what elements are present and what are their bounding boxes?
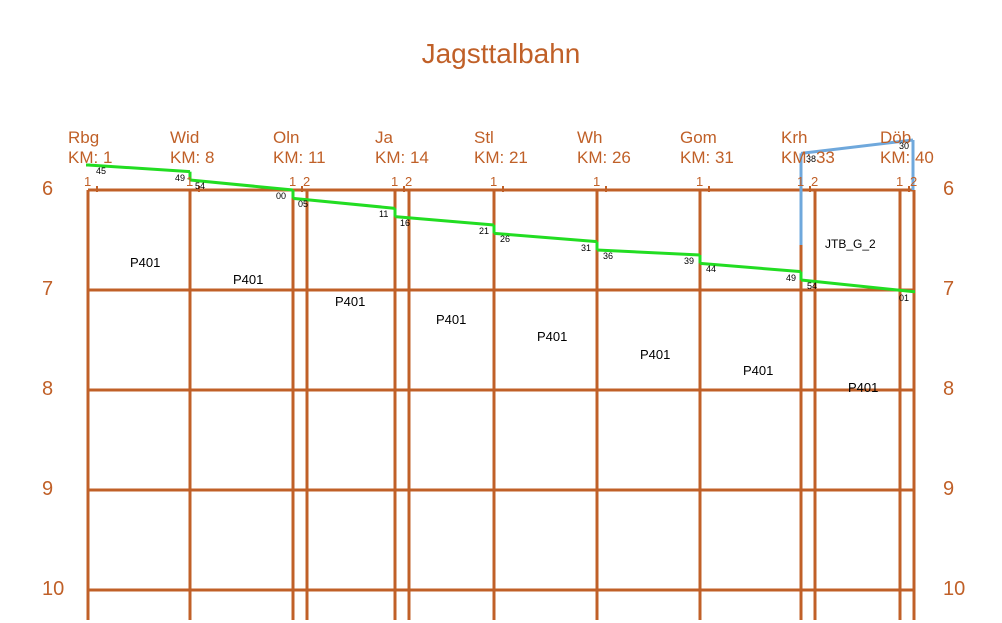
train-p401-label: P401	[537, 329, 567, 344]
p401-arrive-minute: 49	[175, 173, 185, 183]
station-code: Stl	[474, 128, 494, 148]
train-p401-label: P401	[130, 255, 160, 270]
p401-depart-minute: 26	[500, 234, 510, 244]
track-number: 1	[896, 174, 903, 189]
p401-arrive-minute: 01	[899, 293, 909, 303]
station-km: KM: 26	[577, 148, 631, 168]
station-code: Wh	[577, 128, 603, 148]
track-number: 1	[593, 174, 600, 189]
p401-depart-minute: 54	[195, 181, 205, 191]
p401-arrive-minute: 39	[684, 256, 694, 266]
track-number: 1	[490, 174, 497, 189]
track-number: 1	[289, 174, 296, 189]
track-number: 2	[405, 174, 412, 189]
p401-depart-minute: 16	[400, 218, 410, 228]
p401-arrive-minute: 49	[786, 273, 796, 283]
jtb-depart-minute: 38	[806, 154, 816, 164]
station-code: Rbg	[68, 128, 99, 148]
train-p401-label: P401	[640, 347, 670, 362]
track-number: 1	[696, 174, 703, 189]
train-p401-label: P401	[335, 294, 365, 309]
station-km: KM: 11	[273, 148, 326, 168]
p401-depart-minute: 05	[298, 199, 308, 209]
station-code: Wid	[170, 128, 199, 148]
jtb-arrive-minute: 30	[899, 141, 909, 151]
chart-canvas	[0, 0, 1002, 623]
station-km: KM: 40	[880, 148, 934, 168]
track-number: 2	[910, 174, 917, 189]
station-code: Ja	[375, 128, 393, 148]
hour-label-left: 8	[42, 378, 53, 401]
hour-label-left: 9	[42, 478, 53, 501]
hour-label-right: 10	[943, 578, 965, 601]
train-p401-label: P401	[233, 272, 263, 287]
p401-arrive-minute: 11	[379, 209, 388, 219]
train-jtb-label: JTB_G_2	[825, 237, 876, 251]
p401-depart-minute: 45	[96, 166, 106, 176]
p401-depart-minute: 36	[603, 251, 613, 261]
track-number: 1	[186, 174, 193, 189]
train-p401-label: P401	[436, 312, 466, 327]
hour-label-right: 6	[943, 178, 954, 201]
station-code: Oln	[273, 128, 299, 148]
track-number: 1	[391, 174, 398, 189]
p401-depart-minute: 54	[807, 281, 817, 291]
track-number: 2	[303, 174, 310, 189]
track-number: 2	[811, 174, 818, 189]
station-code: Gom	[680, 128, 717, 148]
station-code: Krh	[781, 128, 807, 148]
p401-arrive-minute: 31	[581, 243, 591, 253]
station-km: KM: 8	[170, 148, 214, 168]
hour-label-left: 7	[42, 278, 53, 301]
p401-depart-minute: 44	[706, 264, 716, 274]
p401-arrive-minute: 21	[479, 226, 489, 236]
train-p401-label: P401	[848, 380, 878, 395]
hour-label-left: 6	[42, 178, 53, 201]
station-km: KM: 21	[474, 148, 528, 168]
hour-label-right: 8	[943, 378, 954, 401]
hour-label-right: 9	[943, 478, 954, 501]
station-km: KM: 31	[680, 148, 734, 168]
hour-label-right: 7	[943, 278, 954, 301]
track-number: 1	[84, 174, 91, 189]
train-p401-label: P401	[743, 363, 773, 378]
p401-arrive-minute: 00	[276, 191, 286, 201]
hour-label-left: 10	[42, 578, 64, 601]
station-km: KM: 14	[375, 148, 429, 168]
station-km: KM: 1	[68, 148, 112, 168]
track-number: 1	[797, 174, 804, 189]
